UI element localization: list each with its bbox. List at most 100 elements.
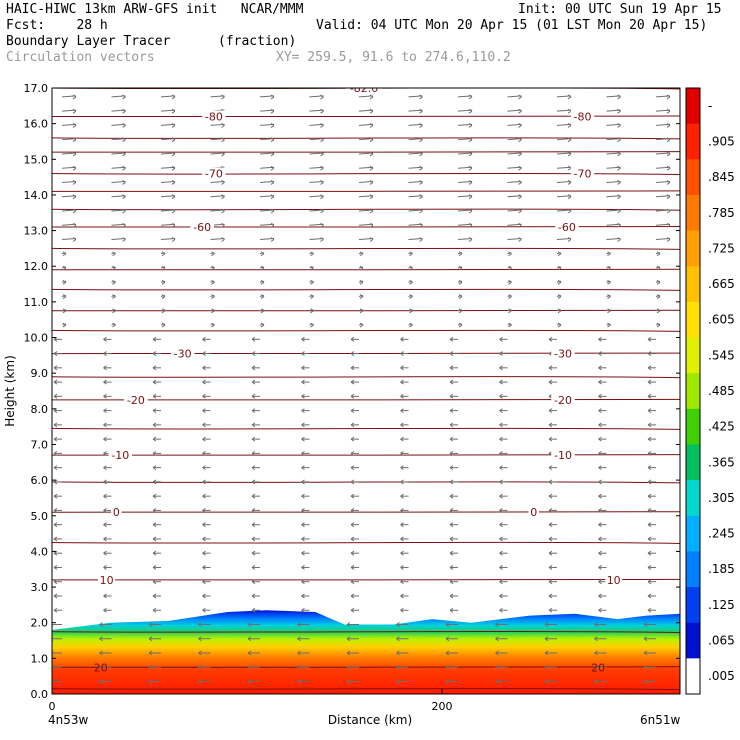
wind-arrowhead (320, 222, 324, 228)
wind-arrowhead (508, 294, 512, 299)
wind-arrow (655, 95, 671, 98)
wind-arrow (61, 209, 77, 212)
wind-arrow (259, 223, 275, 226)
wind-arrowhead (499, 479, 503, 485)
wind-arrowhead (594, 622, 598, 627)
wind-arrowhead (647, 336, 652, 342)
wind-arrow (507, 180, 522, 183)
wind-arrow (507, 152, 522, 155)
wind-arrow (606, 180, 621, 183)
contour-label-bg (570, 167, 595, 180)
wind-arrow (556, 109, 572, 112)
wind-arrowhead (548, 422, 553, 428)
wind-arrowhead (617, 237, 621, 242)
wind-arrowhead (598, 336, 602, 342)
wind-arrowhead (72, 151, 77, 157)
wind-arrowhead (369, 237, 374, 242)
y-tick-label: 14.0 (24, 189, 49, 202)
wind-arrowhead (270, 237, 275, 242)
wind-arrowhead (103, 565, 107, 570)
wind-arrowhead (152, 365, 157, 371)
wind-arrowhead (301, 550, 305, 556)
wind-arrow (259, 166, 275, 169)
wind-arrowhead (369, 94, 374, 100)
wind-arrowhead (548, 365, 553, 371)
wind-arrowhead (171, 222, 176, 228)
x-tick-label: 0 (49, 700, 56, 713)
wind-arrow (210, 123, 225, 126)
wind-arrowhead (310, 308, 314, 314)
wind-arrowhead (99, 650, 103, 656)
wind-arrowhead (666, 151, 671, 157)
temperature-contour (52, 288, 680, 291)
wind-arrowhead (350, 450, 355, 456)
wind-arrowhead (594, 636, 598, 642)
wind-arrow (408, 152, 423, 155)
wind-arrow (111, 209, 126, 212)
contour-label-bg (528, 506, 539, 519)
wind-arrowhead (161, 308, 166, 314)
wind-arrowhead (148, 636, 153, 642)
wind-arrow (309, 238, 324, 240)
wind-arrowhead (499, 408, 503, 414)
wind-arrowhead (396, 664, 400, 670)
wind-arrowhead (400, 408, 404, 414)
wind-arrowhead (598, 579, 602, 585)
wind-arrowhead (301, 379, 305, 385)
wind-arrowhead (202, 593, 206, 599)
temperature-contour (52, 190, 680, 192)
wind-arrowhead (359, 308, 364, 314)
wind-arrowhead (544, 679, 549, 684)
wind-arrowhead (557, 265, 562, 271)
wind-arrowhead (72, 237, 77, 242)
y-tick-label: 13.0 (24, 225, 49, 238)
wind-arrow (259, 209, 275, 212)
wind-arrowhead (598, 450, 602, 456)
wind-arrow (61, 152, 77, 155)
wind-arrowhead (152, 379, 157, 385)
right-endpoint-label: 6n51w (640, 713, 681, 727)
wind-arrowhead (152, 593, 157, 599)
wind-arrowhead (72, 222, 77, 228)
wind-arrow (408, 238, 423, 240)
wind-arrow (556, 195, 572, 198)
wind-arrowhead (251, 593, 256, 599)
wind-arrowhead (647, 493, 652, 499)
wind-arrow (61, 166, 77, 169)
wind-arrowhead (666, 165, 671, 171)
wind-arrowhead (567, 165, 572, 171)
wind-arrow (556, 238, 572, 240)
wind-arrowhead (449, 493, 454, 499)
contour-label-bg (202, 110, 226, 123)
wind-arrow (61, 180, 77, 183)
wind-arrowhead (458, 265, 463, 271)
contour-label: -30 (554, 348, 572, 361)
wind-arrow (457, 195, 473, 198)
wind-arrowhead (251, 550, 256, 556)
wind-arrowhead (320, 208, 324, 214)
wind-arrow (160, 180, 176, 183)
temperature-contour (52, 578, 680, 581)
wind-arrowhead (598, 351, 602, 356)
wind-arrowhead (221, 137, 225, 143)
wind-arrowhead (251, 393, 256, 399)
wind-arrowhead (647, 351, 652, 356)
wind-arrow (408, 180, 423, 183)
wind-arrowhead (409, 265, 413, 271)
wind-arrow (507, 138, 522, 141)
wind-arrowhead (301, 565, 305, 570)
temperature-contour (52, 268, 680, 271)
wind-arrowhead (251, 336, 256, 342)
wind-arrowhead (643, 622, 648, 627)
wind-arrowhead (445, 679, 450, 684)
wind-arrow (309, 180, 324, 183)
wind-arrowhead (647, 593, 652, 599)
wind-arrowhead (112, 265, 116, 271)
wind-arrowhead (270, 94, 275, 100)
wind-arrowhead (152, 479, 157, 485)
x-axis-label: Distance (km) (328, 713, 412, 727)
contour-label: -30 (174, 348, 192, 361)
wind-arrowhead (468, 180, 473, 185)
contour-label: -10 (111, 449, 129, 462)
wind-arrowhead (62, 279, 67, 285)
